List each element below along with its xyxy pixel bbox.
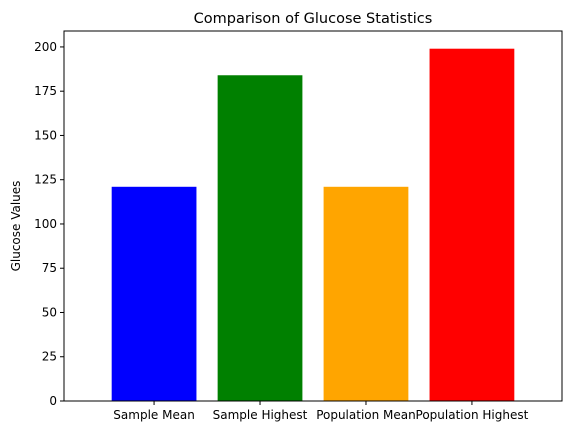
y-tick-label: 175 <box>34 84 57 98</box>
y-tick-label: 150 <box>34 128 57 142</box>
y-axis-label: Glucose Values <box>9 181 23 272</box>
x-tick-label: Sample Mean <box>113 408 195 422</box>
chart-title: Comparison of Glucose Statistics <box>194 11 433 27</box>
y-tick-label: 25 <box>42 350 57 364</box>
bar-population-highest <box>429 48 515 402</box>
y-tick-label: 125 <box>34 173 57 187</box>
x-tick-label: Sample Highest <box>213 408 308 422</box>
plot-frame <box>63 30 563 402</box>
x-tick-label: Population Highest <box>416 408 529 422</box>
bar-sample-mean <box>111 186 197 401</box>
y-tick-label: 200 <box>34 40 57 54</box>
y-tick-label: 0 <box>49 394 57 408</box>
bar-sample-highest <box>217 75 303 402</box>
y-axis: 0 25 50 75 100 125 150 175 200 <box>34 40 64 408</box>
x-axis: Sample Mean Sample Highest Population Mean… <box>113 401 529 422</box>
y-tick-label: 50 <box>42 305 57 319</box>
bar-population-mean <box>323 186 409 401</box>
y-tick-label: 100 <box>34 217 57 231</box>
y-tick-label: 75 <box>42 261 57 275</box>
x-tick-label: Population Mean <box>316 408 416 422</box>
bars-group <box>111 48 515 402</box>
